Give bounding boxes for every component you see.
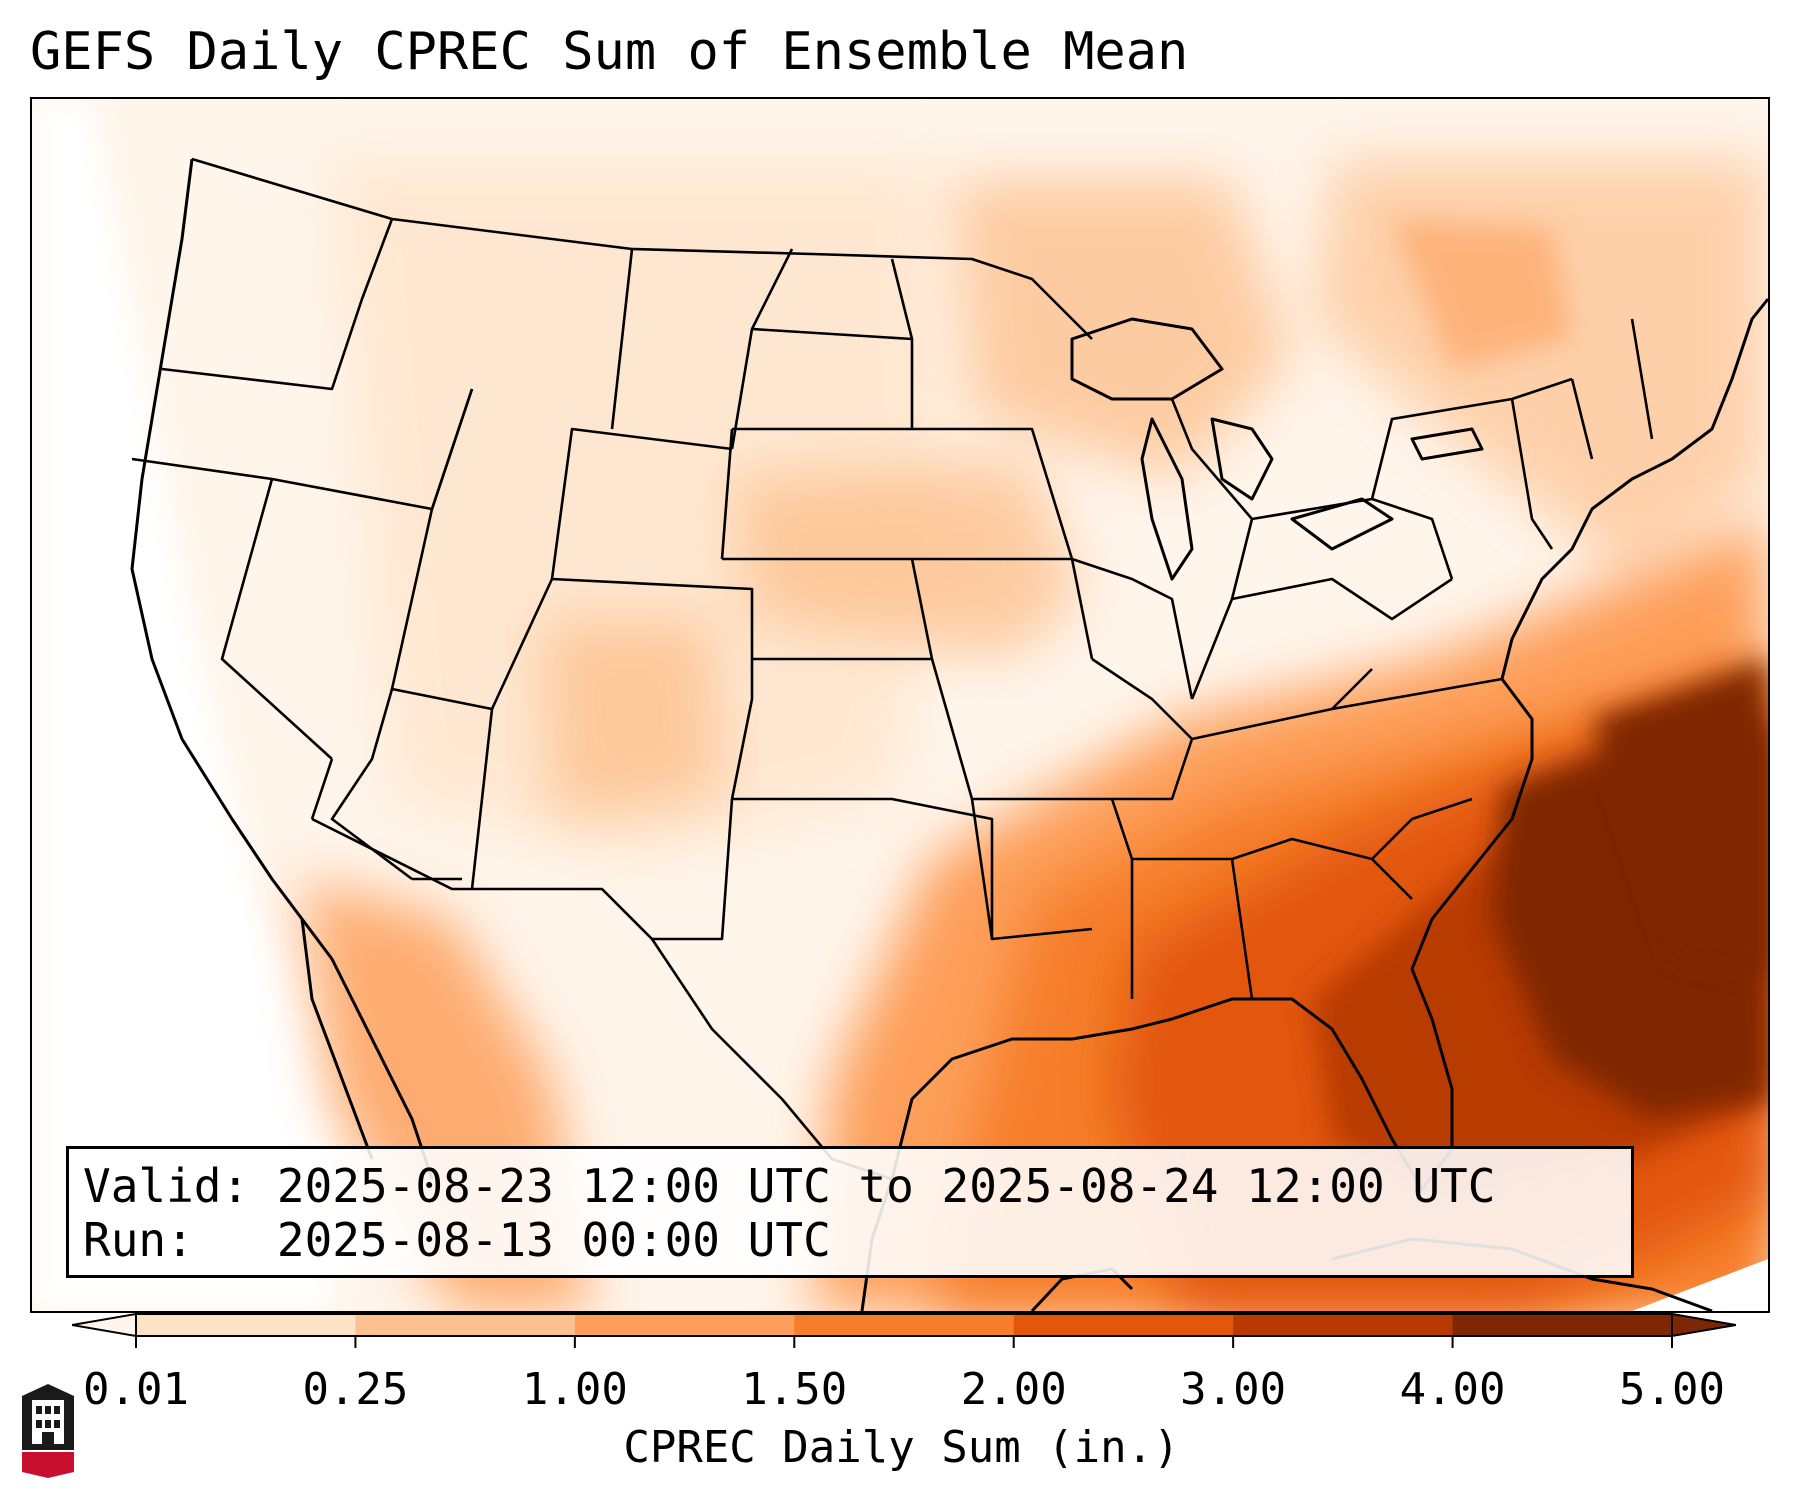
colorbar-segment xyxy=(1452,1314,1673,1336)
colorbar-tick-label: 3.00 xyxy=(1180,1364,1287,1415)
precip-field xyxy=(32,99,1768,1311)
valid-label: Valid: xyxy=(83,1159,250,1213)
valid-line: Valid: 2025-08-23 12:00 UTC to 2025-08-2… xyxy=(83,1159,1617,1213)
colorbar-segment xyxy=(794,1314,1015,1336)
run-line: Run: 2025-08-13 00:00 UTC xyxy=(83,1213,1617,1267)
great-lakes xyxy=(1070,317,1484,581)
colorbar-tick-label: 4.00 xyxy=(1399,1364,1506,1415)
coastlines xyxy=(130,158,1768,1311)
colorbar-extend-max xyxy=(1671,1312,1737,1338)
colorbar xyxy=(71,1312,1737,1366)
colorbar-tick-label: 0.01 xyxy=(83,1364,189,1415)
info-box: Valid: 2025-08-23 12:00 UTC to 2025-08-2… xyxy=(66,1146,1634,1278)
map-title: GEFS Daily CPREC Sum of Ensemble Mean xyxy=(30,22,1189,82)
colorbar-tick-label: 1.50 xyxy=(741,1364,848,1415)
colorbar-tick-label: 2.00 xyxy=(960,1364,1067,1415)
colorbar-extend-min xyxy=(71,1312,137,1338)
colorbar-tick-label: 0.25 xyxy=(302,1364,409,1415)
colorbar-label: CPREC Daily Sum (in.) xyxy=(623,1422,1180,1473)
niu-logo xyxy=(22,1384,74,1478)
colorbar-tick-label: 5.00 xyxy=(1619,1364,1725,1415)
colorbar-segment xyxy=(1013,1314,1234,1336)
map-frame xyxy=(30,97,1770,1313)
colorbar-outline xyxy=(135,1313,1673,1337)
colorbar-segment xyxy=(574,1314,795,1336)
precip-map xyxy=(32,99,1768,1311)
run-value: 2025-08-13 00:00 UTC xyxy=(276,1213,831,1267)
colorbar-segment xyxy=(355,1314,576,1336)
colorbar-segment xyxy=(136,1314,356,1336)
colorbar-tick-labels: 0.01 0.25 1.00 1.50 2.00 3.00 4.00 5.00 xyxy=(0,1362,1803,1422)
colorbar-segment xyxy=(1233,1314,1454,1336)
colorbar-svg xyxy=(71,1312,1737,1348)
run-label: Run: xyxy=(83,1213,194,1267)
colorbar-tick-label: 1.00 xyxy=(521,1364,628,1415)
valid-value: 2025-08-23 12:00 UTC to 2025-08-24 12:00… xyxy=(276,1159,1496,1213)
